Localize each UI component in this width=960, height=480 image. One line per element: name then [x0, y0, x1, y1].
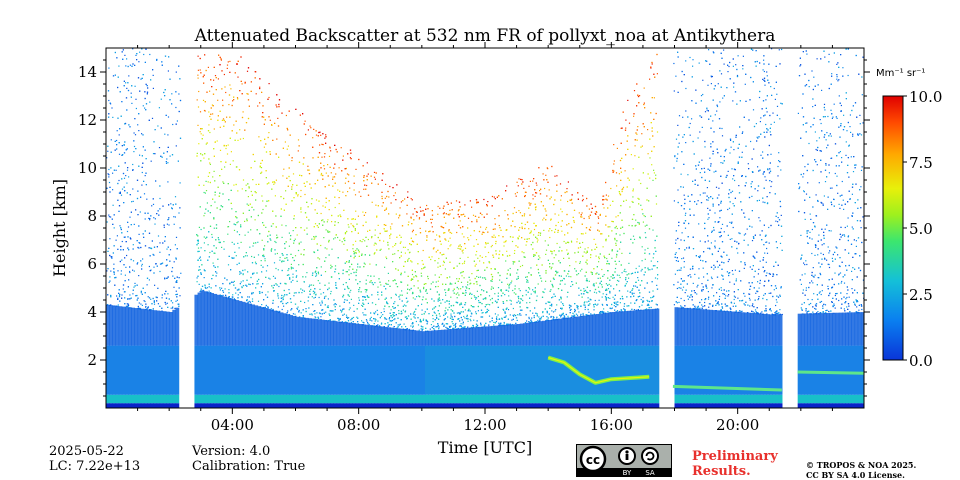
y-tick-label: 12: [78, 111, 97, 129]
x-axis: 04:00 08:00 12:00 16:00 20:00: [137, 42, 833, 434]
x-axis-label: Time [UTC]: [438, 438, 532, 457]
aerosol-layers: [106, 290, 864, 408]
colorbar-tick-label: 5.0: [909, 220, 933, 238]
footer-calibration: Calibration: True: [192, 459, 306, 474]
copyright-line1: © TROPOS & NOA 2025.: [806, 460, 917, 470]
preliminary-results: Preliminary Results.: [692, 449, 778, 479]
colorbar-gradient: [882, 95, 904, 361]
x-tick-label: 20:00: [716, 416, 759, 434]
footer-version: Version: 4.0: [192, 444, 271, 459]
colorbar-tick-label: 7.5: [909, 154, 933, 172]
colorbar-tick-label: 10.0: [909, 88, 942, 106]
footer-left: 2025-05-22 LC: 7.22e+13: [49, 444, 140, 474]
y-axis: 2 4 6 8 10 12 14: [78, 59, 870, 397]
y-axis-label: Height [km]: [50, 179, 69, 277]
y-tick-label: 14: [78, 63, 97, 81]
backscatter-noise: [106, 48, 864, 332]
footer-date: 2025-05-22: [49, 444, 124, 459]
footer-middle: Version: 4.0 Calibration: True: [192, 444, 305, 474]
x-tick-label: 16:00: [590, 416, 633, 434]
y-tick-label: 10: [78, 159, 97, 177]
y-tick-label: 8: [87, 207, 97, 225]
colorbar: Mm⁻¹ sr⁻¹ 0.0 2.5 5.0 7.5 10.0: [876, 68, 942, 370]
y-tick-label: 2: [87, 351, 97, 369]
colorbar-tick-label: 2.5: [909, 286, 933, 304]
y-tick-label: 4: [87, 303, 97, 321]
plot-area: [106, 48, 864, 408]
y-tick-label: 6: [87, 255, 97, 273]
x-tick-label: 04:00: [211, 416, 254, 434]
x-tick-label: 12:00: [463, 416, 506, 434]
colorbar-unit: Mm⁻¹ sr⁻¹: [876, 68, 925, 79]
cc-license-badge: cc BY SA: [576, 444, 672, 477]
sa-icon: [641, 447, 659, 465]
colorbar-tick-label: 0.0: [909, 352, 933, 370]
x-tick-label: 08:00: [337, 416, 380, 434]
chart-title: Attenuated Backscatter at 532 nm FR of p…: [194, 26, 776, 46]
footer-lc: LC: 7.22e+13: [49, 459, 141, 474]
copyright-line2: CC BY SA 4.0 License.: [806, 470, 905, 480]
copyright: © TROPOS & NOA 2025. CC BY SA 4.0 License…: [806, 460, 916, 480]
